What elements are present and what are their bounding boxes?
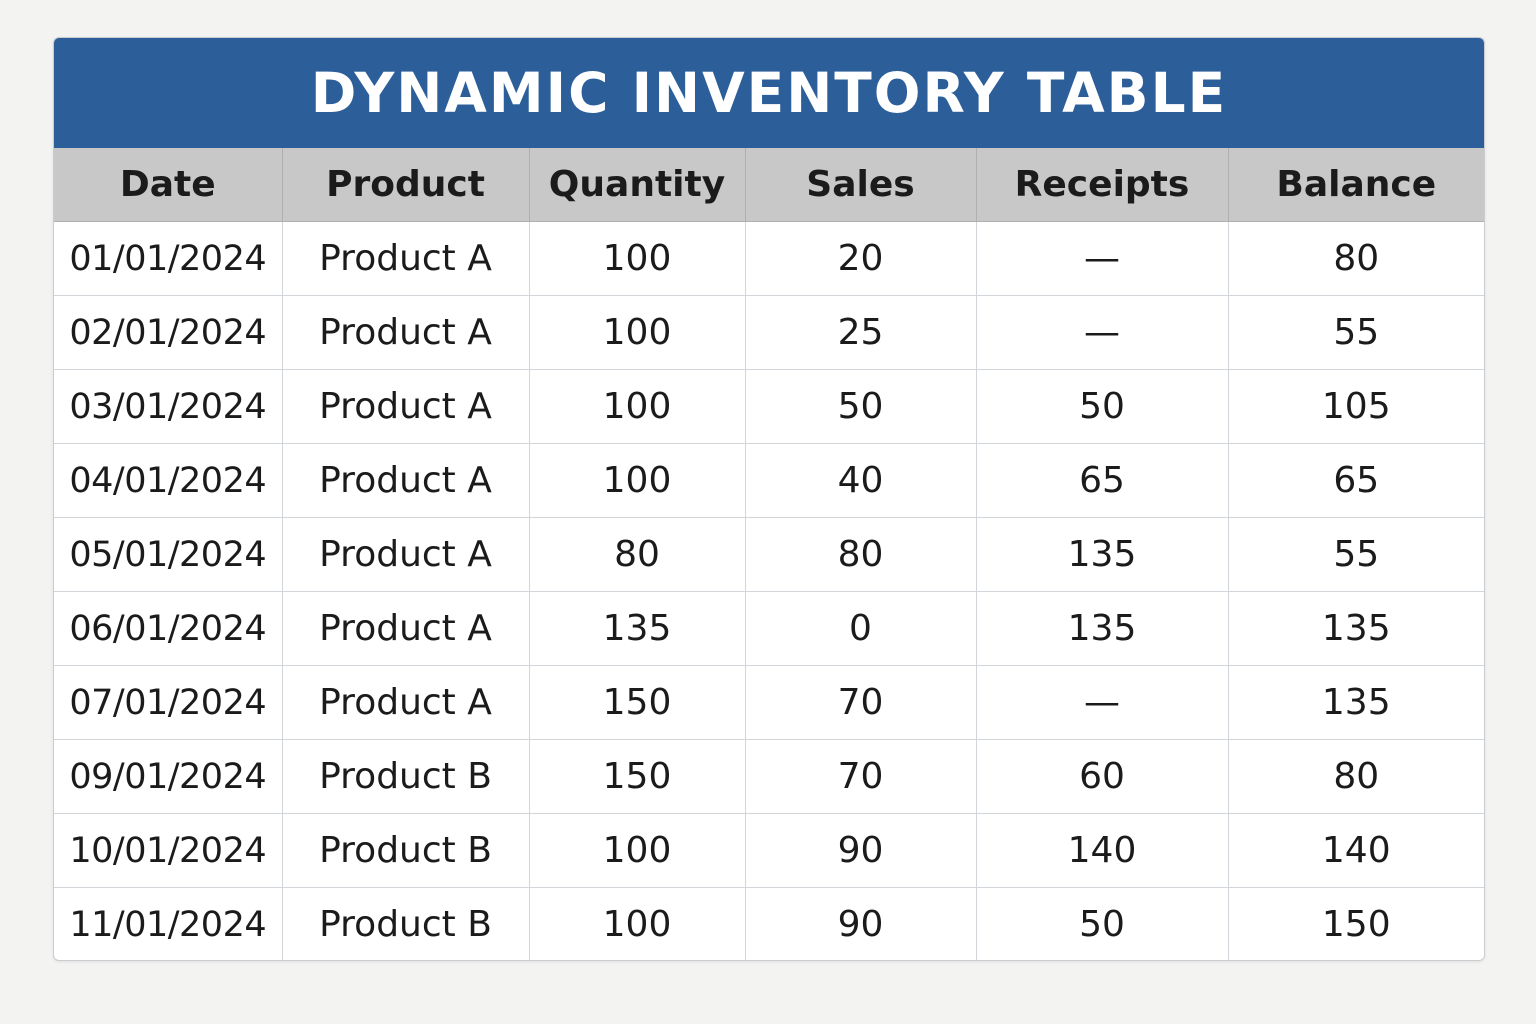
column-header-receipts: Receipts [976,148,1229,222]
product-cell: Product A [282,221,530,296]
product-cell: Product A [282,295,530,370]
sales-cell: 0 [745,591,977,666]
column-header-balance: Balance [1228,148,1484,222]
quantity-cell: 135 [529,591,746,666]
date-cell: 10/01/2024 [54,813,283,888]
table-row: 02/01/2024 Product A 100 25 — 55 [54,295,1484,370]
receipts-cell: 50 [976,369,1229,444]
balance-cell: 80 [1228,739,1484,814]
table-row: 05/01/2024 Product A 80 80 135 55 [54,517,1484,592]
date-cell: 06/01/2024 [54,591,283,666]
receipts-cell: 140 [976,813,1229,888]
product-cell: Product B [282,887,530,960]
inventory-table: Date Product Quantity Sales Receipts Bal… [54,148,1484,960]
receipts-cell: — [976,295,1229,370]
receipts-cell: 50 [976,887,1229,960]
title-bar: DYNAMIC INVENTORY TABLE [54,38,1484,148]
product-cell: Product A [282,591,530,666]
date-cell: 03/01/2024 [54,369,283,444]
product-cell: Product A [282,517,530,592]
column-header-quantity: Quantity [529,148,746,222]
sales-cell: 20 [745,221,977,296]
balance-cell: 105 [1228,369,1484,444]
quantity-cell: 100 [529,369,746,444]
column-header-sales: Sales [745,148,977,222]
receipts-cell: — [976,665,1229,740]
balance-cell: 65 [1228,443,1484,518]
receipts-cell: 60 [976,739,1229,814]
receipts-cell: 135 [976,517,1229,592]
sales-cell: 50 [745,369,977,444]
quantity-cell: 100 [529,887,746,960]
table-row: 10/01/2024 Product B 100 90 140 140 [54,813,1484,888]
table-row: 04/01/2024 Product A 100 40 65 65 [54,443,1484,518]
sales-cell: 40 [745,443,977,518]
quantity-cell: 80 [529,517,746,592]
product-cell: Product A [282,369,530,444]
receipts-cell: 135 [976,591,1229,666]
quantity-cell: 150 [529,665,746,740]
table-row: 11/01/2024 Product B 100 90 50 150 [54,887,1484,960]
table-title: DYNAMIC INVENTORY TABLE [310,60,1228,125]
table-row: 03/01/2024 Product A 100 50 50 105 [54,369,1484,444]
table-header: Date Product Quantity Sales Receipts Bal… [54,148,1484,222]
quantity-cell: 100 [529,295,746,370]
balance-cell: 150 [1321,904,1391,945]
product-cell: Product A [282,665,530,740]
header-row: Date Product Quantity Sales Receipts Bal… [54,148,1484,222]
date-cell: 01/01/2024 [54,221,283,296]
sales-cell: 25 [745,295,977,370]
column-header-product: Product [282,148,530,222]
balance-cell: 55 [1228,517,1484,592]
sales-cell: 70 [745,665,977,740]
sales-cell: 80 [745,517,977,592]
date-cell: 04/01/2024 [54,443,283,518]
product-cell: Product B [282,739,530,814]
quantity-cell: 100 [529,443,746,518]
date-cell: 09/01/2024 [54,739,283,814]
inventory-table-card: DYNAMIC INVENTORY TABLE Date Product Qua… [53,37,1485,961]
date-cell: 05/01/2024 [54,517,283,592]
date-cell: 07/01/2024 [54,665,283,740]
column-header-date: Date [54,148,283,222]
receipts-cell: 65 [976,443,1229,518]
table-body: 01/01/2024 Product A 100 20 — 80 02/01/2… [54,221,1484,960]
receipts-cell: — [976,221,1229,296]
quantity-cell: 150 [529,739,746,814]
balance-cell: 135 [1228,591,1484,666]
date-cell: 02/01/2024 [54,295,283,370]
quantity-cell: 100 [529,221,746,296]
table-row: 07/01/2024 Product A 150 70 — 135 [54,665,1484,740]
balance-cell: 140 [1228,813,1484,888]
balance-cell: 80 [1228,221,1484,296]
table-row: 01/01/2024 Product A 100 20 — 80 [54,221,1484,296]
table-row: 06/01/2024 Product A 135 0 135 135 [54,591,1484,666]
balance-cell: 55 [1228,295,1484,370]
table-row: 09/01/2024 Product B 150 70 60 80 [54,739,1484,814]
sales-cell: 70 [745,739,977,814]
product-cell: Product A [282,443,530,518]
date-cell: 11/01/2024 [54,887,283,960]
product-cell: Product B [282,813,530,888]
balance-cell: 135 [1228,665,1484,740]
quantity-cell: 100 [529,813,746,888]
sales-cell: 90 [745,887,977,960]
sales-cell: 90 [745,813,977,888]
